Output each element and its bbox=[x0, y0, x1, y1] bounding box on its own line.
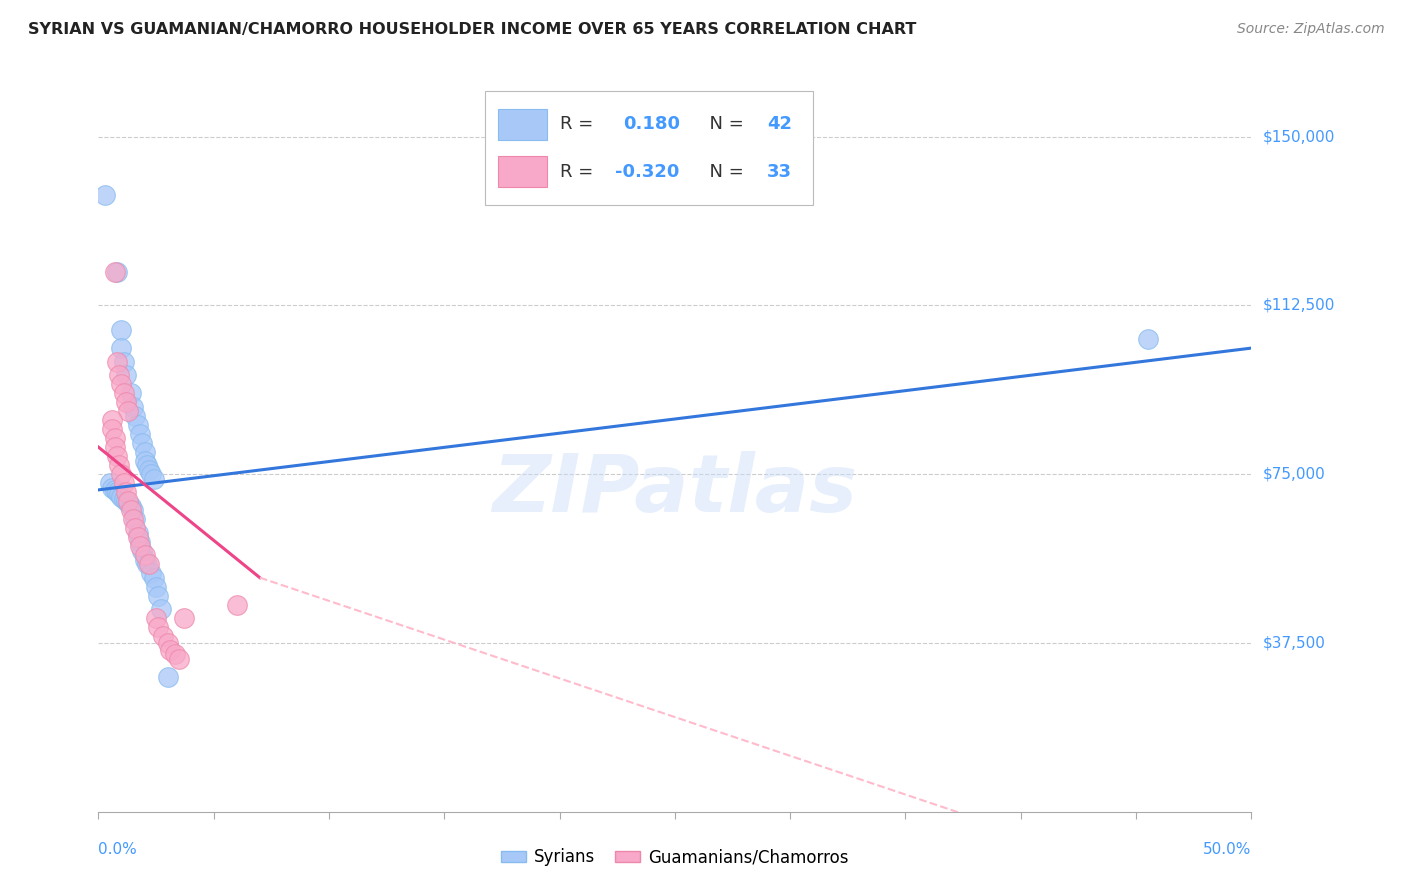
Point bbox=[117, 494, 139, 508]
Point bbox=[142, 571, 165, 585]
Point bbox=[110, 467, 132, 482]
Point bbox=[135, 458, 157, 472]
Text: ZIPatlas: ZIPatlas bbox=[492, 450, 858, 529]
Point bbox=[108, 368, 131, 383]
Point bbox=[141, 566, 163, 581]
Point bbox=[134, 444, 156, 458]
Point bbox=[127, 417, 149, 432]
Point bbox=[156, 636, 179, 650]
Point bbox=[127, 530, 149, 544]
Point bbox=[101, 481, 124, 495]
Point bbox=[115, 395, 138, 409]
Point bbox=[94, 188, 117, 202]
Point bbox=[148, 589, 170, 603]
Point bbox=[124, 409, 146, 423]
Text: N =: N = bbox=[697, 162, 749, 181]
Point bbox=[145, 580, 167, 594]
Point bbox=[115, 494, 138, 508]
Text: 0.0%: 0.0% bbox=[98, 842, 138, 857]
Text: $75,000: $75,000 bbox=[1263, 467, 1326, 482]
Point bbox=[120, 386, 142, 401]
Point bbox=[1136, 332, 1159, 346]
Text: N =: N = bbox=[697, 115, 749, 133]
Point bbox=[108, 487, 131, 501]
Point bbox=[120, 499, 142, 513]
FancyBboxPatch shape bbox=[499, 156, 547, 187]
FancyBboxPatch shape bbox=[499, 109, 547, 139]
Point bbox=[105, 485, 128, 500]
Text: $112,500: $112,500 bbox=[1263, 298, 1334, 313]
Point bbox=[108, 458, 131, 472]
Point bbox=[120, 503, 142, 517]
Point bbox=[112, 476, 135, 491]
Point bbox=[101, 413, 124, 427]
Point bbox=[105, 354, 128, 368]
Point bbox=[101, 422, 124, 436]
Point bbox=[138, 462, 160, 476]
Point bbox=[142, 472, 165, 486]
Point bbox=[134, 453, 156, 467]
Point bbox=[122, 400, 145, 414]
Point bbox=[103, 264, 125, 278]
Text: $150,000: $150,000 bbox=[1263, 129, 1334, 144]
Text: R =: R = bbox=[560, 115, 599, 133]
Point bbox=[138, 557, 160, 571]
Point bbox=[159, 642, 181, 657]
Point bbox=[145, 611, 167, 625]
Point bbox=[115, 368, 138, 383]
Point bbox=[105, 449, 128, 463]
Point bbox=[117, 496, 139, 510]
Point bbox=[110, 490, 132, 504]
Point bbox=[110, 341, 132, 355]
Text: 50.0%: 50.0% bbox=[1204, 842, 1251, 857]
Text: 33: 33 bbox=[768, 162, 792, 181]
Point bbox=[134, 552, 156, 566]
Point bbox=[225, 598, 247, 612]
Point bbox=[129, 534, 152, 549]
Text: -0.320: -0.320 bbox=[614, 162, 679, 181]
Text: 42: 42 bbox=[768, 115, 792, 133]
Point bbox=[117, 404, 139, 418]
Point bbox=[103, 440, 125, 454]
Point bbox=[112, 354, 135, 368]
Text: SYRIAN VS GUAMANIAN/CHAMORRO HOUSEHOLDER INCOME OVER 65 YEARS CORRELATION CHART: SYRIAN VS GUAMANIAN/CHAMORRO HOUSEHOLDER… bbox=[28, 22, 917, 37]
Point bbox=[110, 377, 132, 392]
Point bbox=[131, 543, 153, 558]
Point bbox=[131, 435, 153, 450]
Point bbox=[112, 491, 135, 506]
Point bbox=[156, 670, 179, 684]
Text: $37,500: $37,500 bbox=[1263, 635, 1326, 650]
Point bbox=[110, 323, 132, 337]
Point bbox=[141, 467, 163, 482]
Point bbox=[103, 431, 125, 445]
Text: R =: R = bbox=[560, 162, 599, 181]
Point bbox=[98, 476, 121, 491]
Point bbox=[122, 503, 145, 517]
Point bbox=[135, 557, 157, 571]
Point bbox=[134, 548, 156, 562]
Point bbox=[105, 264, 128, 278]
FancyBboxPatch shape bbox=[485, 91, 813, 204]
Point bbox=[129, 426, 152, 441]
Text: 0.180: 0.180 bbox=[623, 115, 681, 133]
Point bbox=[163, 647, 186, 661]
Point bbox=[167, 651, 190, 665]
Point bbox=[148, 620, 170, 634]
Point bbox=[124, 512, 146, 526]
Point bbox=[122, 512, 145, 526]
Point bbox=[152, 629, 174, 643]
Point bbox=[115, 485, 138, 500]
Point bbox=[103, 483, 125, 497]
Text: Source: ZipAtlas.com: Source: ZipAtlas.com bbox=[1237, 22, 1385, 37]
Point bbox=[149, 602, 172, 616]
Legend: Syrians, Guamanians/Chamorros: Syrians, Guamanians/Chamorros bbox=[494, 841, 856, 873]
Point bbox=[129, 539, 152, 553]
Point bbox=[127, 525, 149, 540]
Point bbox=[124, 521, 146, 535]
Point bbox=[173, 611, 195, 625]
Point bbox=[112, 386, 135, 401]
